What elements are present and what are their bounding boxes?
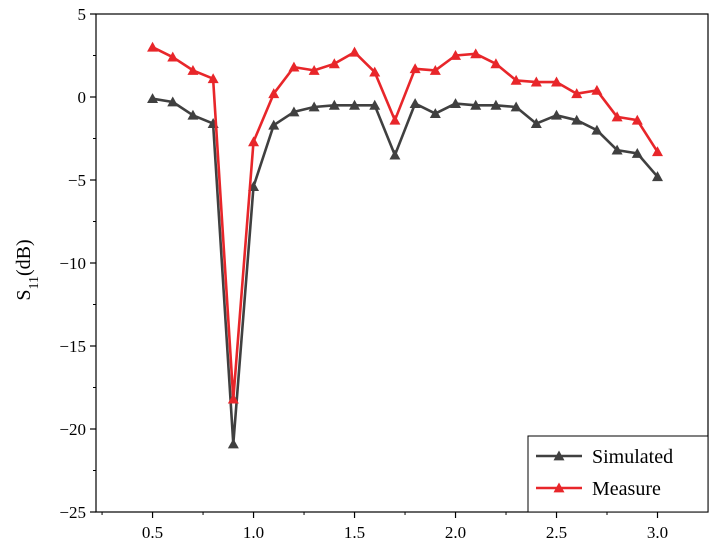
legend-marker — [553, 482, 565, 493]
y-tick-label: −5 — [68, 171, 86, 190]
x-tick-label: 0.5 — [142, 523, 163, 542]
data-point — [530, 76, 542, 87]
series-measure — [147, 41, 664, 404]
data-point — [591, 124, 603, 135]
data-point — [349, 99, 361, 110]
y-axis-title-sub: 11 — [27, 276, 42, 289]
data-point — [147, 93, 159, 104]
x-tick-label: 1.0 — [243, 523, 264, 542]
series-line — [152, 46, 659, 401]
x-tick-label: 1.5 — [344, 523, 365, 542]
y-tick-label: −10 — [59, 254, 86, 273]
data-point — [631, 147, 643, 158]
data-point — [308, 64, 320, 75]
data-point — [652, 171, 664, 182]
y-tick-label: −25 — [59, 503, 86, 522]
data-point — [571, 114, 583, 125]
data-point — [389, 149, 401, 160]
data-point — [268, 88, 280, 99]
data-point — [470, 99, 482, 110]
data-point — [308, 101, 320, 112]
y-axis-title: S11(dB) — [13, 239, 42, 300]
data-point — [510, 74, 522, 85]
data-point — [611, 144, 623, 155]
data-point — [187, 109, 199, 120]
x-tick-label: 3.0 — [647, 523, 668, 542]
data-point — [268, 119, 280, 130]
data-point — [147, 41, 159, 52]
data-point — [288, 61, 300, 72]
data-point — [490, 99, 502, 110]
data-point — [611, 111, 623, 122]
legend-label: Simulated — [592, 446, 673, 468]
series-line — [152, 97, 659, 446]
data-point — [470, 48, 482, 59]
data-point — [349, 46, 361, 57]
axes: 0.5 1.0 1.5 2.0 2.5 3.0 5 0 −5 −10 −15 −20 −25 — [59, 5, 709, 542]
data-point — [652, 146, 664, 157]
legend: Simulated Measure — [527, 435, 709, 513]
data-point — [227, 438, 239, 449]
data-point — [591, 84, 603, 95]
data-point — [429, 64, 441, 75]
legend-label: Measure — [592, 478, 661, 500]
y-tick-label: 5 — [78, 5, 87, 24]
y-axis-title-rest: (dB) — [13, 239, 35, 276]
data-point — [450, 50, 462, 60]
data-point — [207, 73, 219, 84]
data-point — [571, 88, 583, 99]
data-point — [631, 114, 643, 125]
data-point — [328, 99, 340, 110]
series-group — [147, 41, 664, 449]
y-tick-label: −20 — [59, 420, 86, 439]
data-point — [369, 66, 381, 77]
legend-box — [527, 435, 709, 513]
data-point — [450, 98, 462, 109]
data-point — [409, 63, 421, 74]
data-point — [409, 98, 421, 109]
data-point — [429, 108, 441, 118]
x-tick-label: 2.0 — [445, 523, 466, 542]
data-point — [288, 106, 300, 117]
data-point — [389, 114, 401, 125]
data-point — [187, 64, 199, 75]
data-point — [167, 51, 179, 62]
data-point — [490, 58, 502, 69]
x-tick-label: 2.5 — [546, 523, 567, 542]
data-point — [328, 58, 340, 69]
data-point — [551, 109, 563, 120]
data-point — [510, 101, 522, 112]
data-point — [551, 76, 563, 87]
y-axis-title-main: S — [13, 290, 35, 301]
data-point — [530, 118, 542, 128]
y-tick-label: 0 — [78, 88, 87, 107]
data-point — [248, 136, 260, 147]
legend-marker — [553, 450, 565, 461]
data-point — [369, 99, 381, 110]
data-point — [227, 393, 239, 404]
data-point — [167, 96, 179, 107]
y-tick-label: −15 — [59, 337, 86, 356]
